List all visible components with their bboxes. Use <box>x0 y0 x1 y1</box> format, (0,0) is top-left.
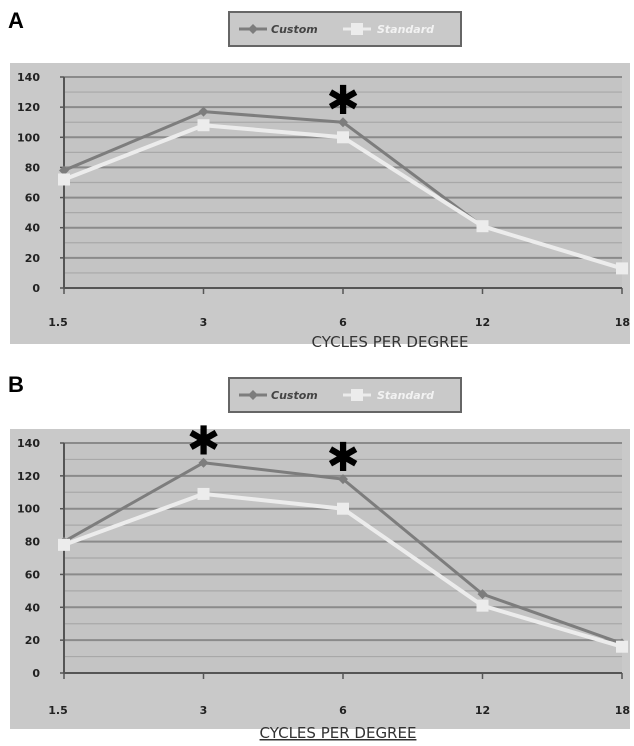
y-tick-label: 100 <box>17 503 40 516</box>
x-tick-label: 3 <box>200 704 208 717</box>
y-tick-label: 120 <box>17 101 40 114</box>
data-point-custom <box>59 165 69 176</box>
data-point-standard <box>197 487 210 500</box>
significance-asterisk: ✱ <box>187 419 221 465</box>
y-tick-label: 40 <box>25 601 41 614</box>
legend-swatch-marker <box>248 390 258 400</box>
data-point-custom <box>338 117 348 128</box>
y-tick-label: 60 <box>25 192 41 205</box>
y-tick-label: 20 <box>25 252 41 265</box>
data-point-custom <box>198 106 209 117</box>
panel-label: A <box>8 8 24 33</box>
x-tick-label: 18 <box>615 704 630 717</box>
data-point-standard <box>197 119 210 132</box>
legend-swatch-marker <box>351 389 363 401</box>
x-axis-title: CYCLES PER DEGREE <box>260 724 417 742</box>
y-tick-label: 80 <box>25 161 41 174</box>
x-tick-label: 1.5 <box>48 704 68 717</box>
x-tick-label: 3 <box>200 316 208 329</box>
y-tick-label: 60 <box>25 568 41 581</box>
y-tick-label: 0 <box>32 282 40 295</box>
x-tick-label: 12 <box>475 704 490 717</box>
y-tick-label: 20 <box>25 634 41 647</box>
significance-asterisk: ✱ <box>326 435 360 481</box>
data-point-standard <box>337 131 349 144</box>
legend-label: Custom <box>271 23 318 36</box>
x-tick-label: 6 <box>339 704 347 717</box>
panel-label: B <box>8 372 24 397</box>
x-tick-label: 12 <box>475 316 490 329</box>
y-tick-label: 140 <box>17 71 40 84</box>
data-point-custom <box>477 589 488 600</box>
y-tick-label: 0 <box>32 667 40 680</box>
y-tick-label: 40 <box>25 222 41 235</box>
chart-panel-b: B 0 20 40 60 80 100 120 140 1.5 3 6 12 18 CYCLES PER D… <box>8 372 630 742</box>
legend-label: Standard <box>377 389 434 402</box>
x-tick-label: 18 <box>615 316 630 329</box>
data-point-standard <box>58 173 70 186</box>
legend-label: Custom <box>271 389 318 402</box>
x-tick-label: 6 <box>339 316 347 329</box>
y-tick-label: 80 <box>25 536 41 549</box>
legend-swatch-marker <box>248 24 258 34</box>
data-point-standard <box>616 262 628 275</box>
chart-panel-a: A 0 20 40 60 80 100 120 140 1.5 3 6 12 18 CYCLES PER D… <box>8 8 630 351</box>
legend-swatch-marker <box>351 23 363 35</box>
data-point-standard <box>476 599 489 612</box>
legend-label: Standard <box>377 23 434 36</box>
data-point-custom <box>198 457 209 468</box>
data-point-standard <box>58 538 70 551</box>
x-tick-label: 1.5 <box>48 316 68 329</box>
data-point-standard <box>476 220 489 233</box>
x-axis-title: CYCLES PER DEGREE <box>312 333 469 351</box>
significance-asterisk: ✱ <box>326 78 360 124</box>
y-tick-label: 100 <box>17 131 40 144</box>
data-point-standard <box>337 502 349 515</box>
y-tick-label: 120 <box>17 470 40 483</box>
data-point-standard <box>616 640 628 653</box>
y-tick-label: 140 <box>17 437 40 450</box>
data-point-custom <box>338 474 348 485</box>
